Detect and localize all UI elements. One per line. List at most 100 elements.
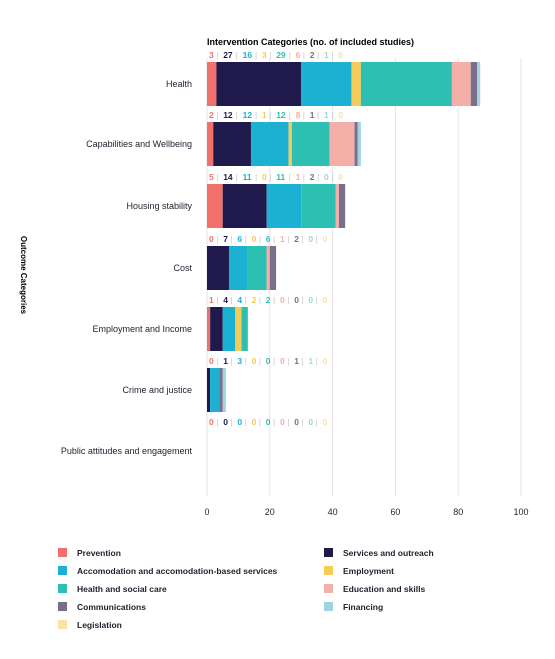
legend-label: Employment <box>343 566 394 576</box>
data-label-separator: | <box>216 50 218 60</box>
bar-segment <box>207 122 214 166</box>
data-label-separator: | <box>216 172 218 182</box>
y-axis-label: Outcome Categories <box>19 236 28 315</box>
legend-label: Health and social care <box>77 584 167 594</box>
data-label: 0 <box>338 172 343 182</box>
bar-segment <box>250 122 289 166</box>
data-label-separator: | <box>287 234 289 244</box>
data-label-separator: | <box>273 356 275 366</box>
data-label-separator: | <box>236 50 238 60</box>
data-label: 12 <box>276 110 286 120</box>
bar-segment <box>470 62 478 106</box>
data-label: 12 <box>223 110 233 120</box>
data-label-separator: | <box>255 110 257 120</box>
bar-segment <box>219 368 223 412</box>
data-label-separator: | <box>316 417 318 427</box>
data-label-separator: | <box>317 110 319 120</box>
data-label: 2 <box>294 234 299 244</box>
data-label: 2 <box>252 295 257 305</box>
data-label: 0 <box>209 417 214 427</box>
legend-swatch <box>324 584 333 593</box>
data-label: 2 <box>310 172 315 182</box>
count-labels: 0 | 7 | 6 | 0 | 6 | 1 | 2 | 0 | 0 <box>209 234 328 244</box>
bar-segment <box>266 246 270 290</box>
data-label: 0 <box>323 295 328 305</box>
bar-segment <box>351 62 361 106</box>
data-label: 29 <box>276 50 286 60</box>
data-label: 1 <box>324 50 329 60</box>
data-label: 6 <box>296 50 301 60</box>
bar-segment <box>477 62 481 106</box>
legend-label: Services and outreach <box>343 548 434 558</box>
bar-segment <box>207 246 229 290</box>
category-label: Public attitudes and engagement <box>61 446 193 456</box>
bar-segment <box>354 122 358 166</box>
category-label: Cost <box>173 263 192 273</box>
data-label-separator: | <box>303 50 305 60</box>
data-label-separator: | <box>245 295 247 305</box>
data-label-separator: | <box>316 295 318 305</box>
count-labels: 1 | 4 | 4 | 2 | 2 | 0 | 0 | 0 | 0 <box>209 295 328 305</box>
legend-label: Communications <box>77 602 146 612</box>
data-label: 5 <box>209 172 214 182</box>
data-label: 0 <box>266 417 271 427</box>
data-label-separator: | <box>287 295 289 305</box>
data-label: 11 <box>243 172 252 182</box>
bar-segment <box>269 246 277 290</box>
bar-segment <box>213 122 251 166</box>
data-label: 1 <box>296 172 301 182</box>
bar-segment <box>335 184 339 228</box>
bar-segment <box>222 368 226 412</box>
data-label-separator: | <box>230 356 232 366</box>
data-label-separator: | <box>273 295 275 305</box>
bar-segment <box>207 368 211 412</box>
data-label: 0 <box>209 234 214 244</box>
data-label-separator: | <box>331 110 333 120</box>
data-label-separator: | <box>245 417 247 427</box>
bar-segment <box>207 62 217 106</box>
data-label: 8 <box>296 110 301 120</box>
data-label: 0 <box>237 417 242 427</box>
data-label-separator: | <box>269 110 271 120</box>
data-label: 2 <box>266 295 271 305</box>
data-label-separator: | <box>301 295 303 305</box>
chart-title: Intervention Categories (no. of included… <box>207 37 414 47</box>
data-label-separator: | <box>273 417 275 427</box>
x-tick-label: 100 <box>513 507 528 517</box>
data-label: 0 <box>338 50 343 60</box>
category-label: Housing stability <box>126 201 192 211</box>
x-axis: 0 20 40 60 80 100 <box>204 507 528 517</box>
legend-swatch <box>58 548 67 557</box>
data-label-separator: | <box>216 417 218 427</box>
bar-segment <box>207 307 211 351</box>
x-tick-label: 20 <box>265 507 275 517</box>
data-label: 0 <box>223 417 228 427</box>
legend-swatch <box>324 548 333 557</box>
count-labels: 3 | 27 | 16 | 3 | 29 | 6 | 2 | 1 | 0 <box>209 50 343 60</box>
data-label: 27 <box>223 50 233 60</box>
bar-segment <box>222 184 267 228</box>
data-label-separator: | <box>301 234 303 244</box>
data-label: 0 <box>262 172 267 182</box>
count-labels: 2 | 12 | 12 | 1 | 12 | 8 | 1 | 1 | 0 <box>209 110 343 120</box>
x-tick-label: 80 <box>453 507 463 517</box>
data-label-separator: | <box>269 172 271 182</box>
data-label: 11 <box>276 172 285 182</box>
legend-swatch <box>58 602 67 611</box>
bar-segment <box>329 122 355 166</box>
legend-swatch <box>324 602 333 611</box>
data-label: 3 <box>209 50 214 60</box>
data-label: 0 <box>323 417 328 427</box>
data-label-separator: | <box>317 172 319 182</box>
data-label-separator: | <box>259 234 261 244</box>
bar-segment <box>235 307 242 351</box>
data-label: 0 <box>280 417 285 427</box>
legend-label: Prevention <box>77 548 121 558</box>
data-label: 0 <box>323 356 328 366</box>
data-label: 0 <box>308 417 313 427</box>
data-label: 0 <box>338 110 343 120</box>
x-tick-label: 0 <box>204 507 209 517</box>
data-label: 12 <box>243 110 253 120</box>
bar-segment <box>207 184 223 228</box>
category-label: Crime and justice <box>122 385 192 395</box>
